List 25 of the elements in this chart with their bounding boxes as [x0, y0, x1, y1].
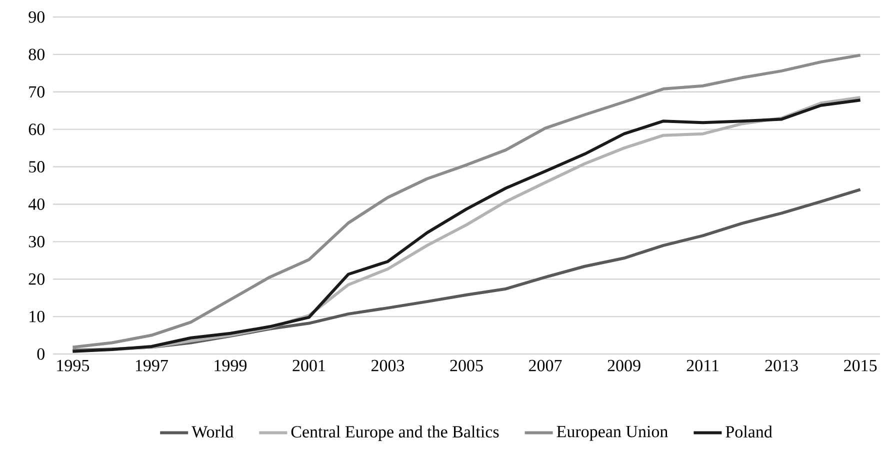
y-tick-label: 20	[28, 273, 44, 285]
x-tick-label: 2015	[844, 360, 877, 372]
y-tick-label: 10	[30, 310, 44, 322]
y-tick-label: 30	[28, 236, 44, 248]
y-tick-label: 80	[28, 48, 44, 60]
y-tick-label: 90	[28, 11, 44, 23]
legend-label: World	[192, 426, 234, 438]
y-tick-label: 70	[29, 86, 44, 98]
x-tick-label: 1999	[214, 360, 247, 372]
x-tick-label: 2003	[371, 360, 404, 372]
x-tick-label: 2011	[686, 360, 718, 372]
legend-label: Poland	[726, 426, 772, 438]
y-tick-label: 60	[28, 124, 44, 136]
x-tick-label: 2009	[608, 360, 640, 372]
x-tick-label: 1997	[136, 360, 168, 372]
x-tick-label: 2013	[765, 360, 798, 372]
y-tick-label: 40	[28, 198, 44, 210]
legend-label: Central Europe and the Baltics	[291, 426, 499, 442]
x-tick-label: 2007	[529, 360, 562, 372]
legend-label: European Union	[556, 426, 668, 441]
x-tick-label: 2005	[450, 360, 483, 372]
x-tick-label: 1995	[57, 360, 90, 372]
x-tick-label: 2001	[292, 360, 325, 372]
y-tick-label: 0	[37, 348, 44, 360]
y-tick-label: 50	[29, 161, 44, 173]
